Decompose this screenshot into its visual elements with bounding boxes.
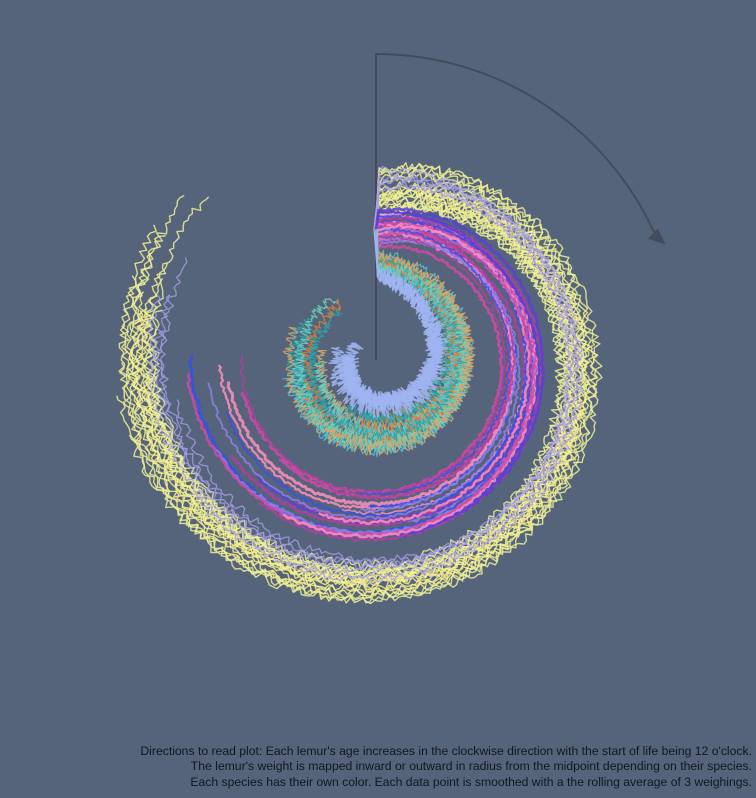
lemur-trace-mid-species bbox=[374, 206, 546, 535]
caption-line-3: Each species has their own color. Each d… bbox=[190, 774, 752, 789]
lemur-trace-small-species bbox=[303, 232, 467, 441]
lemur-trace-mid-species bbox=[186, 230, 535, 537]
lemur-trace-small-species bbox=[309, 234, 476, 452]
age-direction-arrowhead bbox=[647, 228, 666, 245]
caption-line-2: The lemur's weight is mapped inward or o… bbox=[190, 759, 752, 773]
lemur-trace-mid-species bbox=[207, 232, 521, 521]
lemur-trace-lavender bbox=[152, 175, 580, 572]
lemur-trace-large-species bbox=[146, 196, 573, 578]
lemur-trace-small-species bbox=[288, 229, 472, 453]
lemur-trace-small-species bbox=[293, 230, 471, 452]
lemur-trace-mid-species bbox=[332, 220, 516, 500]
lemur-trace-large-species bbox=[119, 162, 603, 605]
lemur-trace-lavender bbox=[189, 176, 584, 583]
lemur-trace-mid-species bbox=[211, 226, 536, 537]
reading-directions: Directions to read plot: Each lemur's ag… bbox=[12, 744, 752, 791]
lemur-trace-mid-species bbox=[374, 221, 538, 527]
lemur-trajectories bbox=[116, 162, 603, 605]
lemur-trace-mid-species bbox=[239, 234, 507, 494]
lemur-trace-tiny-species bbox=[343, 230, 442, 407]
lemur-trace-mid-species bbox=[359, 226, 512, 496]
age-direction-arrow bbox=[375, 52, 655, 360]
caption-line-1: Directions to read plot: Each lemur's ag… bbox=[140, 743, 752, 758]
lemur-trace-lavender bbox=[156, 183, 573, 570]
